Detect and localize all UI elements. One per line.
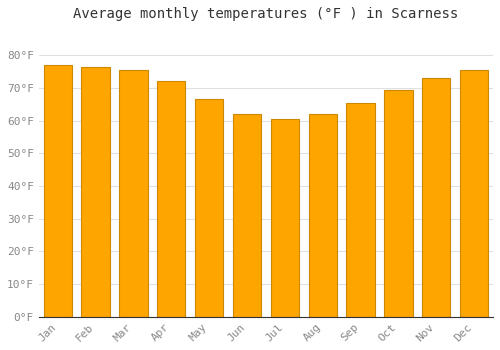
Title: Average monthly temperatures (°F ) in Scarness: Average monthly temperatures (°F ) in Sc… xyxy=(74,7,458,21)
Bar xyxy=(270,119,299,317)
Bar xyxy=(384,90,412,317)
Bar xyxy=(195,99,224,317)
Bar xyxy=(44,65,72,317)
Bar xyxy=(346,103,375,317)
Bar xyxy=(460,70,488,317)
Bar xyxy=(308,114,337,317)
Bar xyxy=(119,70,148,317)
Bar xyxy=(233,114,261,317)
Bar xyxy=(157,81,186,317)
Bar xyxy=(82,66,110,317)
Bar xyxy=(422,78,450,317)
